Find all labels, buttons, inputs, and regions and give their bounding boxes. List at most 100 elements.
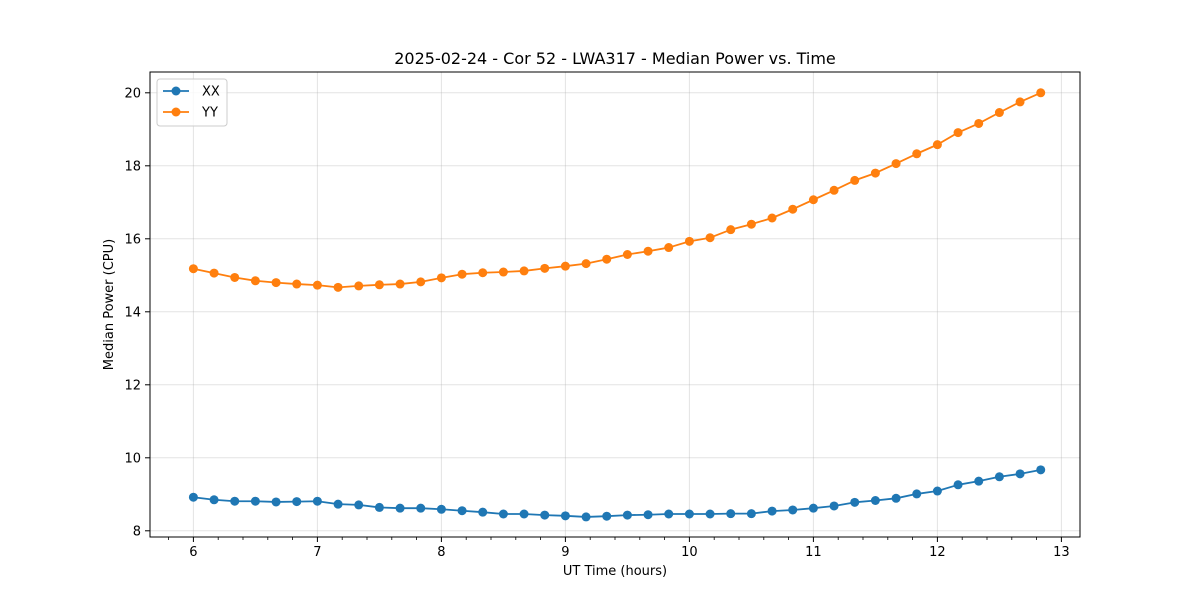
y-tick-label-10: 10 (124, 451, 141, 466)
data-point-xx (622, 510, 632, 520)
data-point-xx (312, 496, 322, 506)
data-point-xx (912, 489, 922, 499)
x-tick-label-7: 7 (313, 545, 321, 560)
data-point-xx (788, 505, 798, 515)
data-point-yy (746, 219, 756, 229)
data-point-xx (540, 510, 550, 520)
x-tick-label-8: 8 (437, 545, 445, 560)
data-point-yy (250, 276, 260, 286)
y-tick-label-14: 14 (124, 305, 141, 320)
x-tick-label-6: 6 (189, 545, 197, 560)
data-point-xx (850, 497, 860, 507)
data-point-xx (643, 510, 653, 520)
data-point-xx (333, 499, 343, 509)
data-point-yy (436, 273, 446, 283)
legend-xx-label: XX (202, 85, 220, 100)
data-point-yy (684, 236, 694, 246)
data-point-yy (808, 195, 818, 205)
x-tick-label-10: 10 (681, 545, 698, 560)
data-point-yy (581, 259, 591, 269)
data-point-xx (932, 486, 942, 496)
data-point-yy (560, 261, 570, 271)
data-point-yy (333, 282, 343, 292)
data-point-yy (664, 243, 674, 253)
legend-xx-marker (171, 86, 181, 96)
data-point-xx (829, 501, 839, 511)
data-point-xx (705, 509, 715, 519)
data-point-xx (478, 507, 488, 517)
data-point-xx (1015, 469, 1025, 479)
data-point-yy (788, 204, 798, 214)
data-point-yy (416, 277, 426, 287)
data-point-xx (498, 509, 508, 519)
data-point-yy (705, 233, 715, 243)
data-point-yy (478, 268, 488, 278)
data-point-xx (870, 496, 880, 506)
data-point-xx (684, 509, 694, 519)
data-point-xx (726, 509, 736, 519)
data-point-yy (312, 280, 322, 290)
data-point-xx (436, 504, 446, 514)
y-tick-label-12: 12 (124, 378, 141, 393)
data-point-xx (457, 506, 467, 516)
x-tick-label-13: 13 (1053, 545, 1070, 560)
x-axis-title: UT Time (hours) (563, 564, 667, 579)
grid (150, 72, 1080, 537)
data-point-xx (395, 503, 405, 513)
data-point-yy (540, 263, 550, 273)
legend: XX YY (156, 78, 228, 127)
data-point-xx (188, 492, 198, 502)
data-point-yy (622, 249, 632, 259)
data-point-yy (354, 281, 364, 291)
data-point-xx (354, 500, 364, 510)
data-point-xx (891, 493, 901, 503)
data-point-yy (519, 266, 529, 276)
data-point-xx (602, 511, 612, 521)
y-tick-label-8: 8 (133, 524, 141, 539)
axis-ticks: 6 7 8 9 10 11 12 13 8 10 12 14 16 18 20 (124, 86, 1069, 560)
data-point-xx (374, 502, 384, 512)
data-point-xx (519, 509, 529, 519)
data-point-xx (250, 496, 260, 506)
data-point-yy (891, 159, 901, 169)
data-point-yy (994, 108, 1004, 118)
data-point-xx (560, 511, 570, 521)
legend-yy-marker (171, 107, 181, 117)
data-point-xx (292, 497, 302, 507)
data-point-yy (395, 279, 405, 289)
x-tick-label-12: 12 (929, 545, 946, 560)
data-point-xx (994, 472, 1004, 482)
data-point-yy (1015, 97, 1025, 107)
data-point-yy (230, 272, 240, 282)
data-point-xx (271, 497, 281, 507)
data-point-xx (664, 509, 674, 519)
data-point-yy (974, 118, 984, 128)
data-point-yy (850, 175, 860, 185)
data-point-xx (974, 476, 984, 486)
data-point-yy (912, 149, 922, 159)
data-point-yy (374, 280, 384, 290)
data-point-yy (271, 278, 281, 288)
data-point-yy (829, 185, 839, 195)
data-point-yy (643, 246, 653, 256)
x-tick-label-11: 11 (805, 545, 822, 560)
chart-title: 2025-02-24 - Cor 52 - LWA317 - Median Po… (394, 49, 836, 68)
data-point-yy (498, 267, 508, 277)
data-point-yy (953, 128, 963, 138)
data-point-yy (188, 264, 198, 274)
data-point-yy (457, 269, 467, 279)
legend-yy-label: YY (201, 106, 218, 121)
data-point-xx (808, 503, 818, 513)
x-tick-label-9: 9 (561, 545, 569, 560)
y-tick-label-20: 20 (124, 86, 141, 101)
data-point-xx (953, 480, 963, 490)
data-point-yy (602, 254, 612, 264)
data-point-xx (746, 509, 756, 519)
y-tick-label-18: 18 (124, 159, 141, 174)
data-point-xx (230, 496, 240, 506)
data-point-yy (726, 225, 736, 235)
y-tick-label-16: 16 (124, 232, 141, 247)
data-point-xx (416, 503, 426, 513)
plot-series (188, 88, 1046, 522)
data-point-yy (1036, 88, 1046, 98)
